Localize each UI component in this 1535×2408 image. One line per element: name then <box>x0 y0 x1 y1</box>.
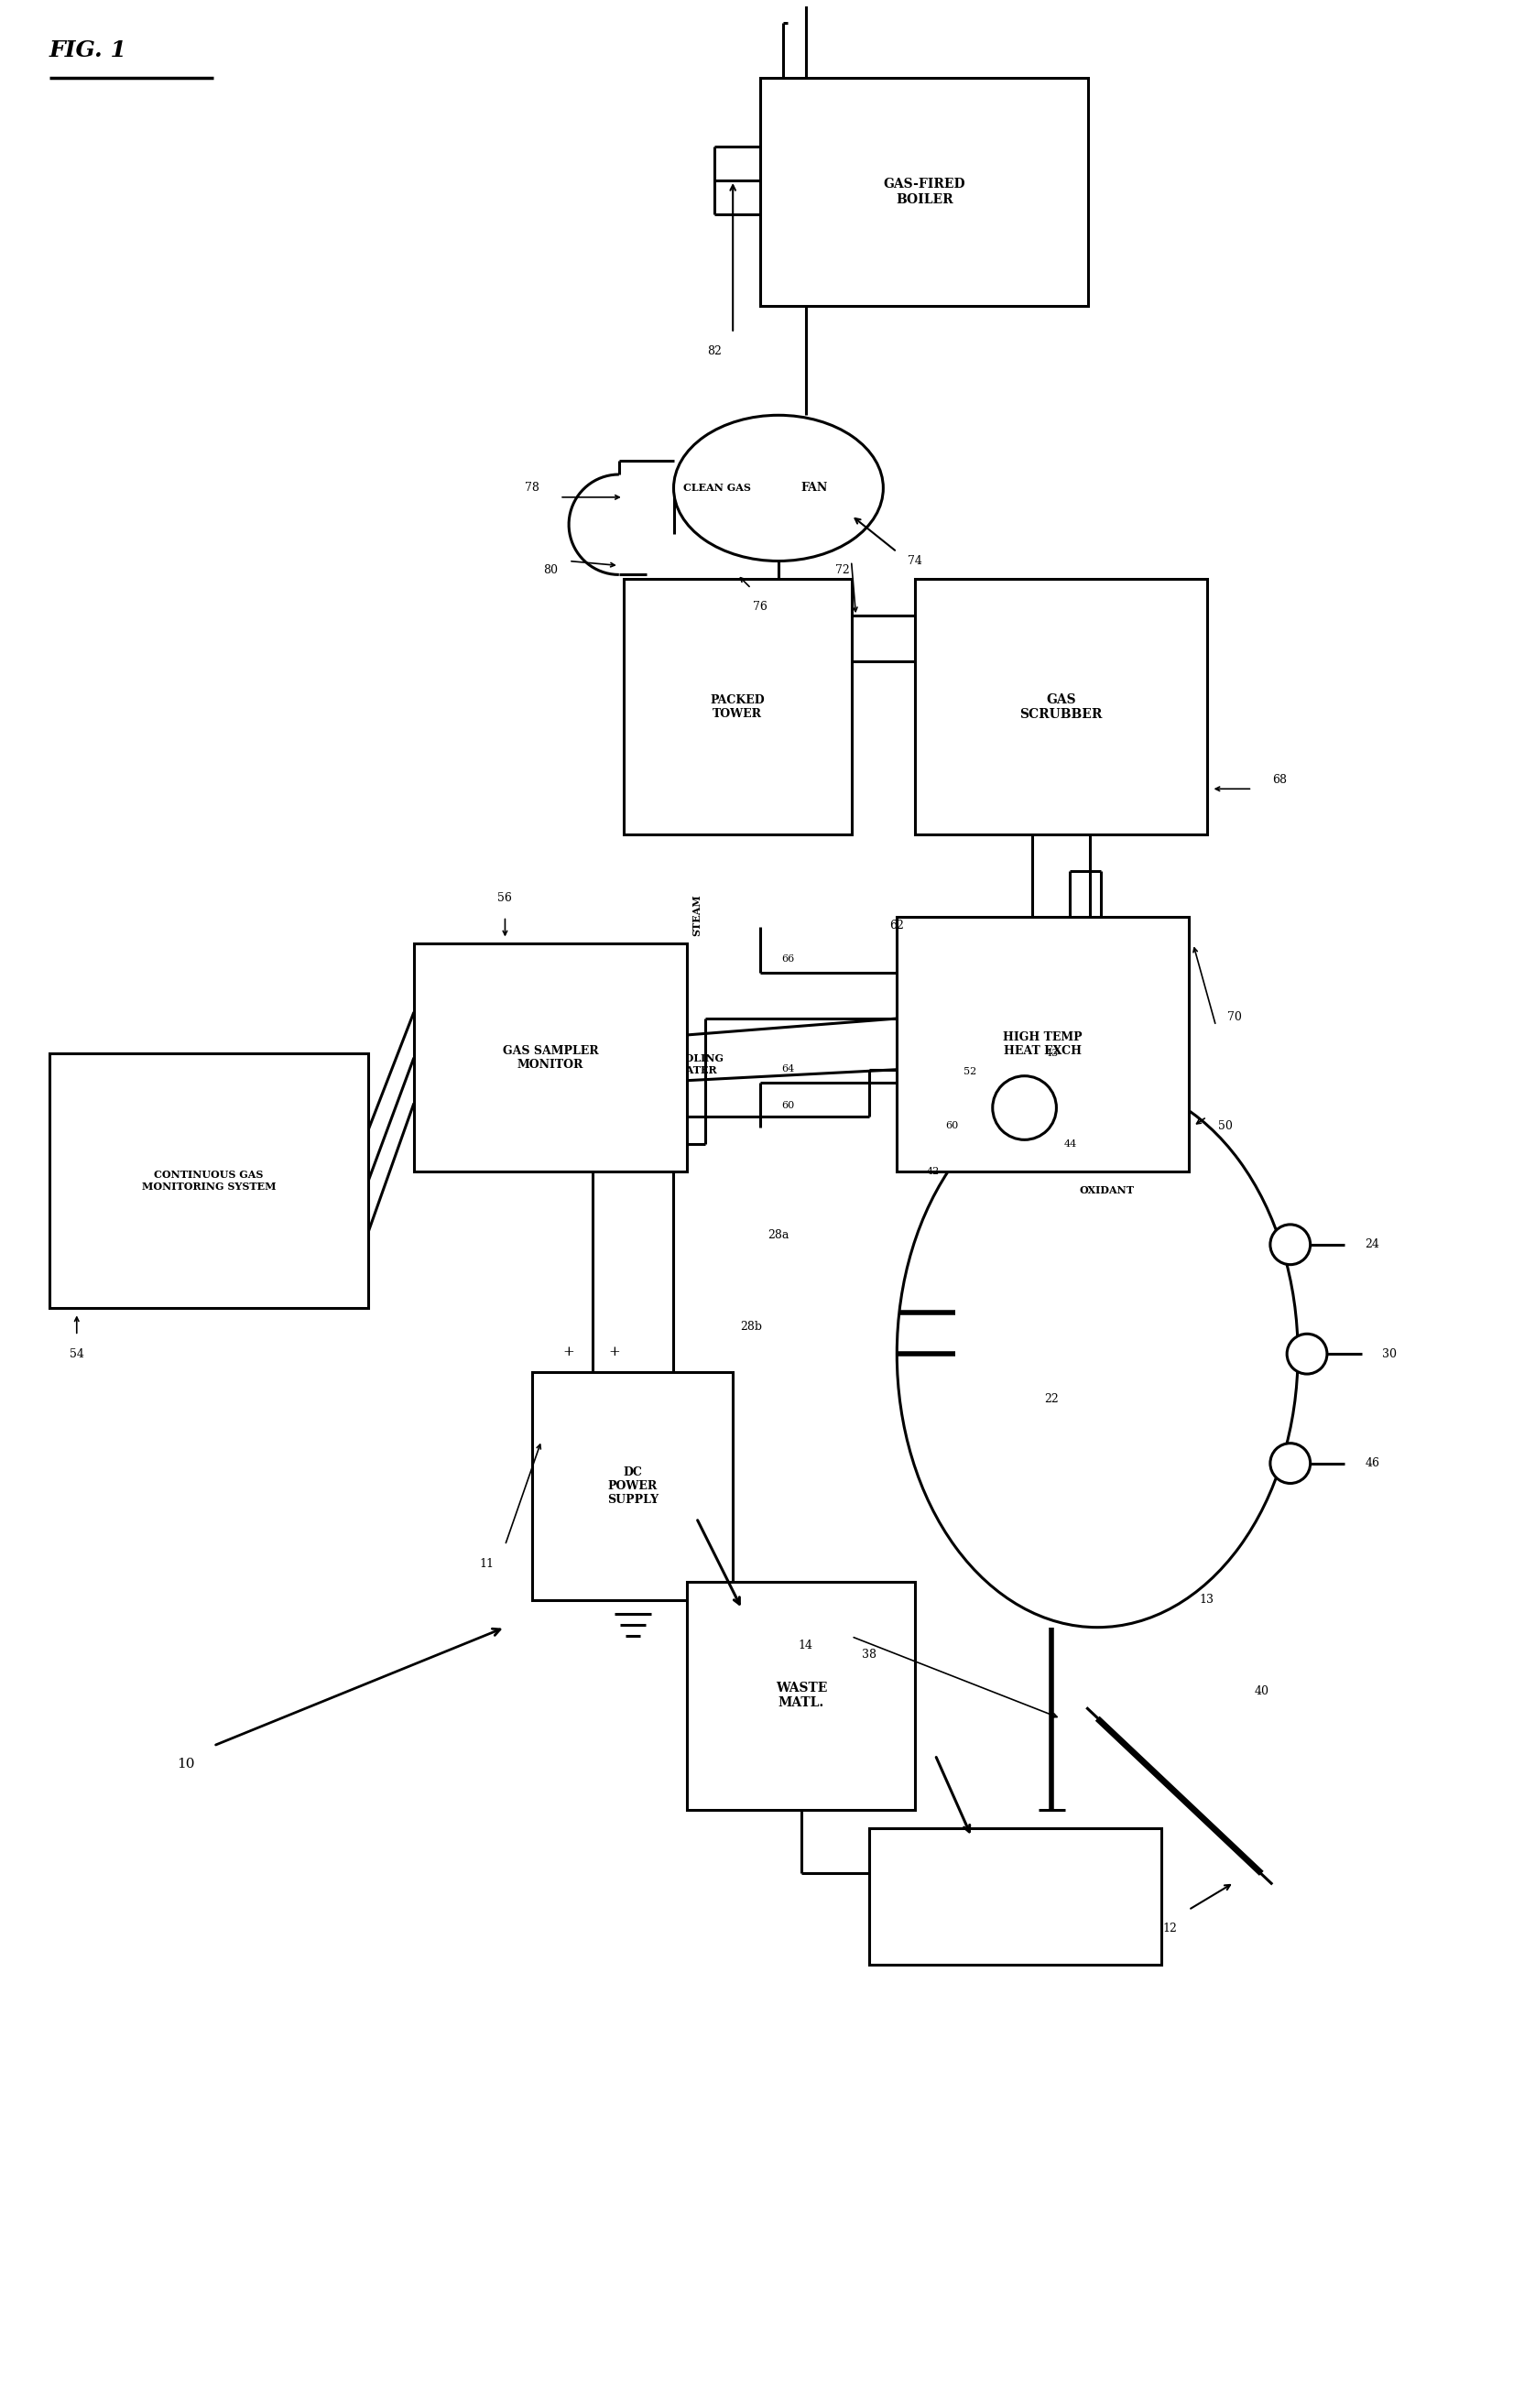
Text: 66: 66 <box>781 954 794 963</box>
Text: 78: 78 <box>525 482 540 494</box>
Text: 72: 72 <box>835 563 849 576</box>
Bar <box>623 580 852 836</box>
Bar <box>414 944 688 1173</box>
Text: FIG. 1: FIG. 1 <box>49 39 127 63</box>
Text: 43: 43 <box>1045 1047 1058 1057</box>
Text: 24: 24 <box>1365 1238 1380 1250</box>
Text: 68: 68 <box>1273 773 1286 785</box>
Text: 28b: 28b <box>740 1320 761 1332</box>
Text: 10: 10 <box>177 1758 195 1770</box>
Text: 74: 74 <box>907 556 923 566</box>
Text: GAS-FIRED
BOILER: GAS-FIRED BOILER <box>883 178 966 205</box>
Text: HIGH TEMP
HEAT EXCH: HIGH TEMP HEAT EXCH <box>1002 1031 1082 1057</box>
Circle shape <box>1271 1442 1311 1483</box>
Text: +: + <box>608 1346 620 1358</box>
Text: 22: 22 <box>1045 1394 1059 1406</box>
Bar <box>915 580 1207 836</box>
Text: 54: 54 <box>69 1348 84 1361</box>
Text: 13: 13 <box>1199 1594 1214 1606</box>
Text: 44: 44 <box>1064 1139 1076 1149</box>
Text: GAS SAMPLER
MONITOR: GAS SAMPLER MONITOR <box>502 1045 599 1072</box>
Text: GAS
SCRUBBER: GAS SCRUBBER <box>1019 694 1102 720</box>
Circle shape <box>1271 1226 1311 1264</box>
Text: 40: 40 <box>1254 1686 1269 1698</box>
Text: 60: 60 <box>781 1100 794 1110</box>
Text: CLEAN GAS: CLEAN GAS <box>683 484 751 494</box>
Text: 60: 60 <box>946 1122 958 1132</box>
Text: PACKED
TOWER: PACKED TOWER <box>711 694 764 720</box>
Bar <box>896 917 1188 1173</box>
Text: 56: 56 <box>497 893 513 903</box>
Text: +: + <box>563 1346 574 1358</box>
Text: OXIDANT: OXIDANT <box>1079 1185 1134 1194</box>
Bar <box>688 1582 915 1811</box>
Text: 50: 50 <box>1217 1120 1233 1132</box>
Bar <box>49 1052 368 1308</box>
Text: 28a: 28a <box>768 1230 789 1243</box>
Text: 14: 14 <box>798 1640 814 1652</box>
Text: 52: 52 <box>964 1067 976 1076</box>
Text: 76: 76 <box>754 600 768 612</box>
Text: 70: 70 <box>1226 1011 1242 1023</box>
Text: 38: 38 <box>863 1649 876 1662</box>
Text: DC
POWER
SUPPLY: DC POWER SUPPLY <box>606 1466 659 1505</box>
Text: STEAM: STEAM <box>691 893 701 937</box>
Text: 42: 42 <box>927 1168 939 1175</box>
Text: WASTE
MATL.: WASTE MATL. <box>775 1681 827 1710</box>
Text: 11: 11 <box>479 1558 494 1570</box>
Text: 64: 64 <box>781 1064 794 1074</box>
Bar <box>869 1828 1160 1965</box>
Circle shape <box>1286 1334 1328 1375</box>
Text: CONTINUOUS GAS
MONITORING SYSTEM: CONTINUOUS GAS MONITORING SYSTEM <box>141 1170 276 1192</box>
Text: COOLING
WATER: COOLING WATER <box>668 1052 725 1074</box>
Ellipse shape <box>896 1081 1299 1628</box>
Ellipse shape <box>674 414 883 561</box>
Text: 46: 46 <box>1365 1457 1380 1469</box>
Circle shape <box>993 1076 1056 1139</box>
Bar <box>760 77 1088 306</box>
Text: FAN: FAN <box>801 482 827 494</box>
Text: 80: 80 <box>543 563 557 576</box>
Text: 12: 12 <box>1164 1922 1177 1934</box>
Bar <box>533 1373 732 1599</box>
Text: 30: 30 <box>1382 1348 1397 1361</box>
Text: 62: 62 <box>890 920 904 932</box>
Text: 82: 82 <box>708 344 721 356</box>
